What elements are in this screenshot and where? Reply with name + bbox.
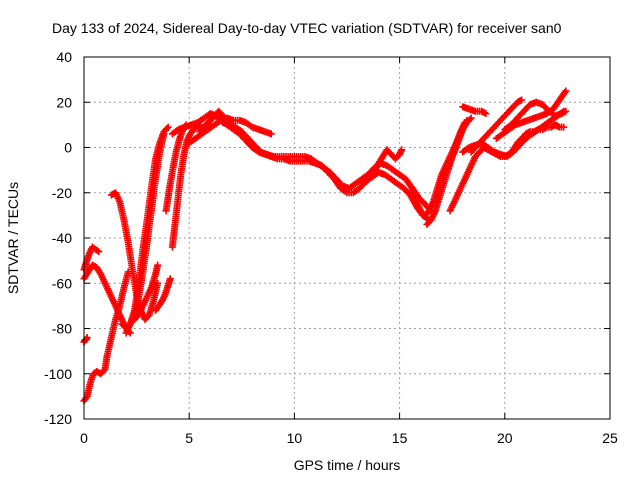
y-tick-labels: -120 -100 -80 -60 -40 -20 0 20 40	[44, 49, 72, 427]
grid-lines	[84, 57, 610, 419]
x-axis-label: GPS time / hours	[294, 457, 401, 473]
data-marker-fill	[217, 110, 225, 118]
data-point	[164, 123, 172, 131]
y-tick-label: -120	[44, 411, 72, 427]
y-tick-label: -100	[44, 366, 72, 382]
series-arc-m	[198, 112, 433, 224]
x-tick-label: 5	[185, 430, 193, 446]
series-arc-t	[446, 121, 568, 215]
y-tick-label: -60	[52, 275, 72, 291]
y-tick-label: 40	[56, 49, 72, 65]
series-arc-b	[80, 261, 134, 337]
y-tick-label: 0	[64, 140, 72, 156]
x-tick-label: 20	[497, 430, 513, 446]
data-point	[154, 261, 162, 269]
data-point	[83, 334, 91, 342]
series-arc-p	[370, 146, 406, 174]
data-marker-fill	[163, 125, 171, 133]
x-tick-labels: 0 5 10 15 20 25	[80, 430, 618, 446]
x-tick-label: 15	[392, 430, 408, 446]
data-point	[560, 123, 568, 131]
series-arc-j	[162, 121, 190, 215]
series-arc-h	[130, 261, 162, 323]
x-tick-label: 25	[602, 430, 618, 446]
data-point	[518, 96, 526, 104]
series-arc-s	[438, 116, 471, 183]
x-tick-label: 10	[287, 430, 303, 446]
data-point	[95, 248, 103, 256]
data-marker-fill	[561, 88, 569, 96]
y-tick-label: -80	[52, 321, 72, 337]
series-arc-n	[185, 114, 275, 147]
y-tick-label: -40	[52, 230, 72, 246]
series-arc-i	[152, 275, 174, 314]
series-arc-y	[501, 98, 570, 133]
data-point	[482, 110, 490, 118]
plot-area	[80, 87, 570, 405]
x-tick-label: 0	[80, 430, 88, 446]
y-tick-label: -20	[52, 185, 72, 201]
data-point	[166, 275, 174, 283]
data-point	[160, 130, 168, 138]
series-arc-g	[122, 130, 168, 337]
axis-ticks	[83, 56, 611, 420]
data-point	[267, 130, 275, 138]
chart-title: Day 133 of 2024, Sidereal Day-to-day VTE…	[52, 20, 562, 36]
data-point	[467, 114, 475, 122]
series-arc-v	[467, 96, 526, 156]
data-point	[562, 107, 570, 115]
series-arc-o	[196, 107, 227, 136]
series-arc-d	[80, 268, 132, 405]
y-axis-label: SDTVAR / TECUs	[5, 182, 21, 294]
data-point	[219, 112, 227, 120]
data-point	[463, 116, 471, 124]
data-point	[562, 87, 570, 95]
series-arc-c	[80, 334, 91, 346]
series-arc-k	[168, 121, 204, 251]
y-tick-label: 20	[56, 94, 72, 110]
series-arc-w	[459, 103, 490, 118]
data-point	[398, 146, 406, 154]
plot-frame	[83, 56, 611, 420]
